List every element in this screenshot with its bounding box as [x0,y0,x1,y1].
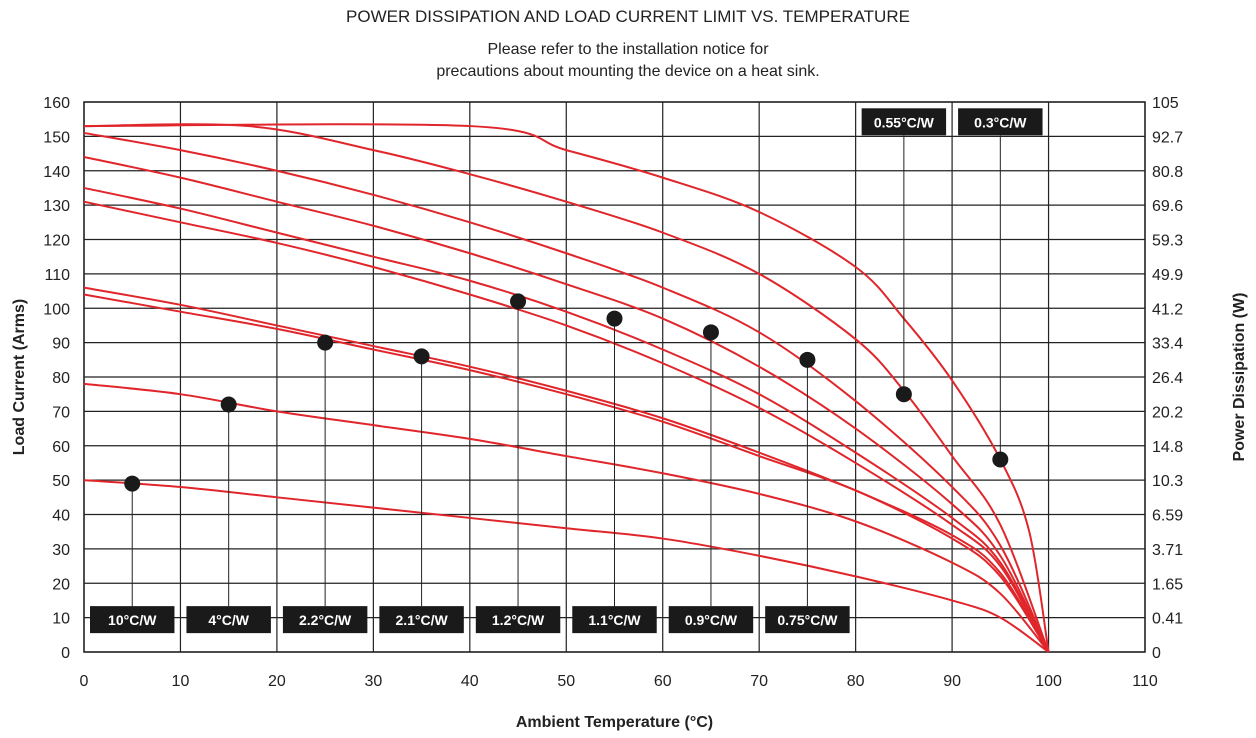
series-marker [124,475,141,492]
x-tick-label: 110 [1132,673,1158,690]
series-badge [668,606,754,634]
series-marker [413,348,430,365]
y2-tick-label: 49.9 [1152,267,1183,284]
x-tick-label: 0 [80,673,89,690]
x-tick-label: 100 [1035,673,1062,690]
x-axis-label: Ambient Temperature (°C) [516,714,713,731]
y2-tick-label: 59.3 [1152,233,1183,250]
y-axis-label: Load Current (Arms) [11,299,28,455]
y2-tick-label: 6.59 [1152,508,1183,525]
y2-tick-label: 33.4 [1152,336,1183,353]
x-tick-label: 30 [364,673,382,690]
series-label: 4°C/W [208,612,249,628]
series-badge [572,606,657,634]
x-tick-label: 20 [268,673,286,690]
series-badge [475,606,561,634]
series-marker [799,351,816,368]
x-tick-label: 80 [847,673,865,690]
series-marker [992,451,1009,468]
series-label: 10°C/W [108,612,157,628]
series-line [83,479,1050,653]
series-label: 0.9°C/W [685,612,738,628]
y-tick-label: 140 [43,164,70,181]
series-line [83,123,1050,653]
y-tick-label: 130 [43,198,70,215]
series-badge [90,606,175,634]
series-marker [510,293,527,310]
x-tick-label: 50 [557,673,575,690]
y-tick-label: 40 [52,508,70,525]
x-tick-label: 10 [172,673,190,690]
chart-subtitle-line-1: Please refer to the installation notice … [487,41,769,58]
y-tick-label: 70 [52,404,70,421]
x-tick-label: 40 [461,673,479,690]
y2-tick-label: 41.2 [1152,301,1183,318]
y2-tick-label: 10.3 [1152,473,1183,490]
series-badge [958,108,1043,136]
y-tick-label: 30 [52,542,70,559]
series-badge [861,108,947,136]
y2-tick-label: 20.2 [1152,404,1183,421]
chart-subtitle-line-2: precautions about mounting the device on… [436,63,819,80]
plot-frame [83,101,1146,653]
y-tick-label: 110 [44,267,70,284]
series-label: 2.2°C/W [299,612,352,628]
y-tick-label: 60 [52,439,70,456]
series-label: 0.55°C/W [874,114,935,130]
series-badge [379,606,464,634]
series-badge [765,606,850,634]
y-tick-label: 20 [52,576,70,593]
x-tick-label: 60 [654,673,672,690]
series-line [83,186,1050,653]
series-line [83,131,1050,653]
y2-tick-label: 92.7 [1152,129,1183,146]
y-tick-label: 80 [52,370,70,387]
y2-tick-label: 0.41 [1152,611,1183,628]
series-label: 2.1°C/W [395,612,448,628]
series-label: 1.1°C/W [588,612,641,628]
series-label: 0.3°C/W [974,114,1027,130]
y2-tick-label: 14.8 [1152,439,1183,456]
tick-layer: 0 10 20 30 40 50 60 70 80 90 100 110 0 10 20 30 40 50 60 70… [43,95,1183,690]
x-tick-label: 70 [750,673,768,690]
series-line [83,156,1050,653]
y2-tick-label: 105 [1152,95,1179,112]
y-tick-label: 10 [52,611,70,628]
y-tick-label: 100 [43,301,70,318]
series-label: 0.75°C/W [777,612,838,628]
chart-title: POWER DISSIPATION AND LOAD CURRENT LIMIT… [346,7,910,26]
y2-axis-label: Power Dissipation (W) [1231,293,1248,462]
series-marker [220,396,237,413]
series-marker [606,310,623,327]
y-tick-label: 120 [43,233,70,250]
series-marker [317,334,334,351]
y-tick-label: 150 [43,129,70,146]
y2-tick-label: 80.8 [1152,164,1183,181]
y2-tick-label: 69.6 [1152,198,1183,215]
series-marker [702,324,719,341]
series-badge [282,606,368,634]
series-marker [895,386,912,403]
y-tick-label: 50 [52,473,70,490]
annotation-layer: 10°C/W 4°C/W 2.2°C/W 2.1°C/W 1.2°C/W 1.1°C/W 0… [90,108,1043,634]
y2-tick-label: 0 [1152,645,1161,662]
series-line [83,286,1050,653]
series-line [83,123,1050,653]
x-tick-label: 90 [943,673,961,690]
y-tick-label: 0 [61,645,70,662]
series-line [83,382,1050,653]
y2-tick-label: 3.71 [1152,542,1183,559]
series-badge [186,606,271,634]
series-line [83,293,1050,653]
y2-tick-label: 26.4 [1152,370,1183,387]
series-label: 1.2°C/W [492,612,545,628]
y-tick-label: 90 [52,336,70,353]
y2-tick-label: 1.65 [1152,576,1183,593]
y-tick-label: 160 [43,95,70,112]
